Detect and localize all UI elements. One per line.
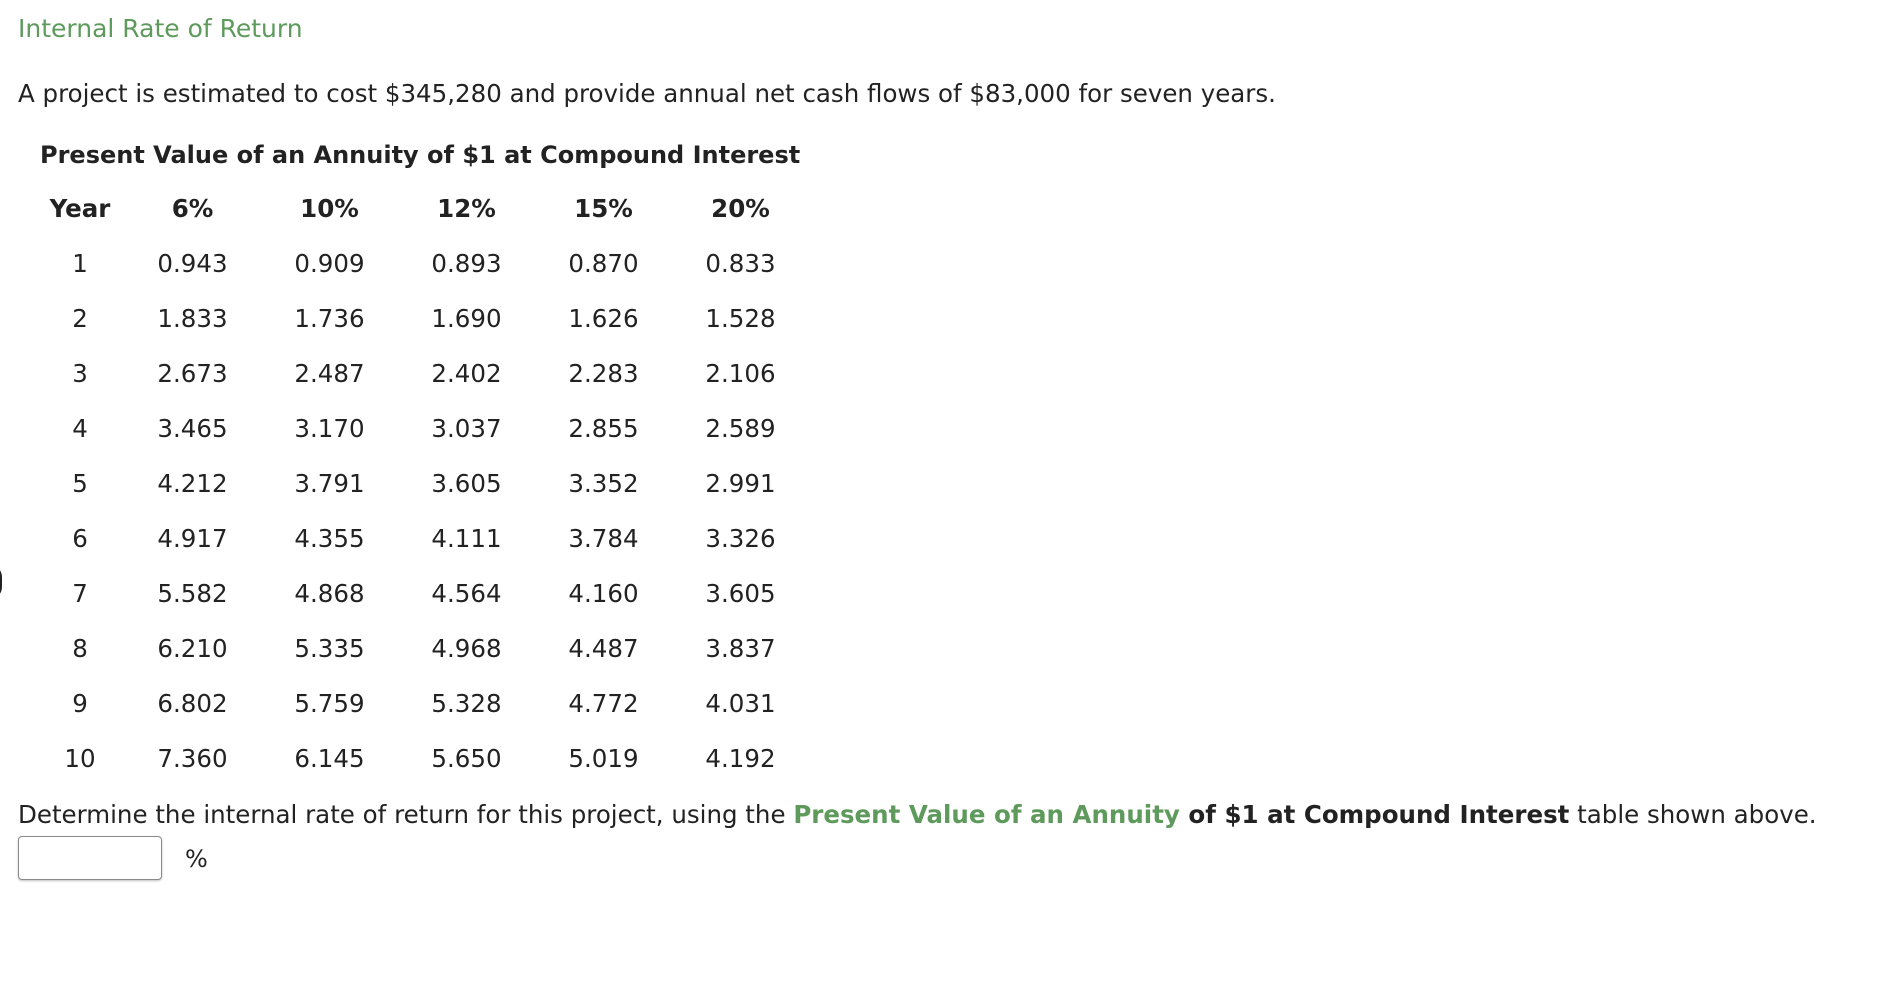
- scroll-edge-marker: [0, 565, 2, 599]
- table-row: 9 6.802 5.759 5.328 4.772 4.031: [36, 676, 809, 731]
- table-cell: 4.355: [294, 524, 365, 553]
- table-cell: 2.487: [294, 359, 365, 388]
- table-cell: 1.833: [157, 304, 228, 333]
- problem-statement: A project is estimated to cost $345,280 …: [18, 79, 1276, 108]
- year-cell: 7: [72, 579, 88, 608]
- column-header-10-percent: 10%: [300, 194, 359, 223]
- question-prefix: Determine the internal rate of return fo…: [18, 800, 794, 829]
- table-cell: 5.335: [294, 634, 365, 663]
- table-cell: 0.893: [431, 249, 502, 278]
- table-cell: 1.736: [294, 304, 365, 333]
- table-cell: 6.210: [157, 634, 228, 663]
- year-cell: 3: [72, 359, 88, 388]
- year-cell: 8: [72, 634, 88, 663]
- annuity-table-link[interactable]: Present Value of an Annuity: [793, 800, 1180, 829]
- table-cell: 2.402: [431, 359, 502, 388]
- table-cell: 7.360: [157, 744, 228, 773]
- table-cell: 4.868: [294, 579, 365, 608]
- question-bold-text: of $1 at Compound Interest: [1179, 800, 1570, 829]
- table-cell: 6.802: [157, 689, 228, 718]
- question-suffix: table shown above.: [1569, 800, 1817, 829]
- table-cell: 4.564: [431, 579, 502, 608]
- table-cell: 2.673: [157, 359, 228, 388]
- column-header-20-percent: 20%: [711, 194, 770, 223]
- table-row: 8 6.210 5.335 4.968 4.487 3.837: [36, 621, 809, 676]
- table-cell: 5.759: [294, 689, 365, 718]
- table-title: Present Value of an Annuity of $1 at Com…: [40, 141, 801, 169]
- table-cell: 4.111: [431, 524, 502, 553]
- present-value-table: Year 6% 10% 12% 15% 20% 1 0.943 0.909 0.…: [36, 181, 809, 786]
- table-cell: 0.943: [157, 249, 228, 278]
- year-cell: 1: [72, 249, 88, 278]
- table-cell: 2.589: [705, 414, 776, 443]
- table-cell: 2.855: [568, 414, 639, 443]
- year-cell: 10: [64, 744, 96, 773]
- table-cell: 2.106: [705, 359, 776, 388]
- table-cell: 4.917: [157, 524, 228, 553]
- table-cell: 4.031: [705, 689, 776, 718]
- year-cell: 6: [72, 524, 88, 553]
- table-cell: 0.870: [568, 249, 639, 278]
- year-cell: 4: [72, 414, 88, 443]
- table-row: 2 1.833 1.736 1.690 1.626 1.528: [36, 291, 809, 346]
- table-row: 7 5.582 4.868 4.564 4.160 3.605: [36, 566, 809, 621]
- table-cell: 1.626: [568, 304, 639, 333]
- table-cell: 4.968: [431, 634, 502, 663]
- table-cell: 6.145: [294, 744, 365, 773]
- table-cell: 4.487: [568, 634, 639, 663]
- table-row: 1 0.943 0.909 0.893 0.870 0.833: [36, 236, 809, 291]
- table-cell: 0.833: [705, 249, 776, 278]
- table-row: 5 4.212 3.791 3.605 3.352 2.991: [36, 456, 809, 511]
- column-header-12-percent: 12%: [437, 194, 496, 223]
- table-header-row: Year 6% 10% 12% 15% 20%: [36, 181, 809, 236]
- table-cell: 4.212: [157, 469, 228, 498]
- table-cell: 2.283: [568, 359, 639, 388]
- table-cell: 3.465: [157, 414, 228, 443]
- year-cell: 9: [72, 689, 88, 718]
- table-cell: 3.791: [294, 469, 365, 498]
- year-cell: 5: [72, 469, 88, 498]
- percent-unit-label: %: [185, 845, 208, 873]
- table-cell: 0.909: [294, 249, 365, 278]
- irr-answer-input[interactable]: [18, 836, 162, 880]
- table-cell: 4.160: [568, 579, 639, 608]
- page-heading: Internal Rate of Return: [18, 14, 303, 43]
- table-cell: 4.772: [568, 689, 639, 718]
- column-header-year: Year: [49, 194, 111, 223]
- table-row: 4 3.465 3.170 3.037 2.855 2.589: [36, 401, 809, 456]
- table-cell: 3.605: [705, 579, 776, 608]
- table-cell: 5.582: [157, 579, 228, 608]
- table-cell: 3.170: [294, 414, 365, 443]
- table-cell: 1.690: [431, 304, 502, 333]
- column-header-15-percent: 15%: [574, 194, 633, 223]
- table-row: 3 2.673 2.487 2.402 2.283 2.106: [36, 346, 809, 401]
- table-cell: 5.019: [568, 744, 639, 773]
- table-cell: 5.328: [431, 689, 502, 718]
- table-cell: 3.784: [568, 524, 639, 553]
- column-header-6-percent: 6%: [171, 194, 214, 223]
- table-cell: 3.326: [705, 524, 776, 553]
- table-row: 10 7.360 6.145 5.650 5.019 4.192: [36, 731, 809, 786]
- table-row: 6 4.917 4.355 4.111 3.784 3.326: [36, 511, 809, 566]
- table-cell: 1.528: [705, 304, 776, 333]
- table-cell: 3.837: [705, 634, 776, 663]
- year-cell: 2: [72, 304, 88, 333]
- table-cell: 3.037: [431, 414, 502, 443]
- table-cell: 4.192: [705, 744, 776, 773]
- question-text: Determine the internal rate of return fo…: [18, 800, 1817, 829]
- table-cell: 5.650: [431, 744, 502, 773]
- table-cell: 3.352: [568, 469, 639, 498]
- table-cell: 2.991: [705, 469, 776, 498]
- table-cell: 3.605: [431, 469, 502, 498]
